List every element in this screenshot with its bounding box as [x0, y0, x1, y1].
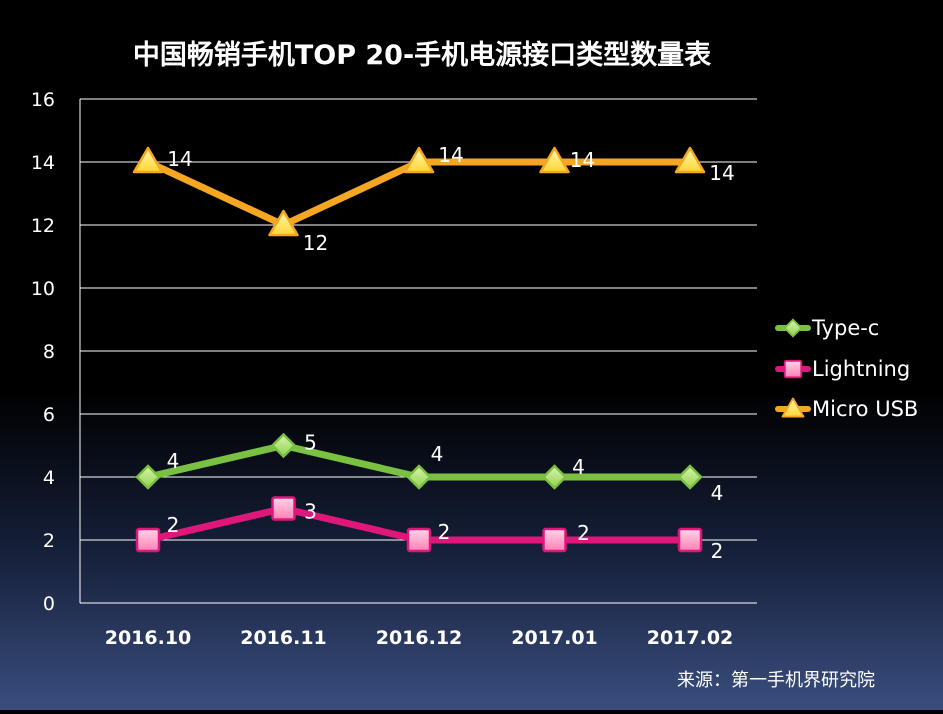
data-label: 2 — [577, 521, 590, 545]
data-point-micro-usb — [674, 146, 706, 174]
data-label: 14 — [167, 147, 192, 171]
data-point-micro-usb — [268, 209, 299, 237]
data-label: 4 — [431, 442, 444, 466]
y-tick-label: 4 — [43, 467, 55, 489]
series-layer — [132, 146, 706, 553]
y-tick-label: 14 — [31, 152, 55, 174]
data-label: 2 — [711, 539, 724, 563]
data-label: 14 — [709, 161, 734, 185]
legend-marker — [781, 397, 805, 418]
x-tick-label: 2017.01 — [511, 627, 598, 649]
data-label: 2 — [438, 520, 451, 544]
chart-title: 中国畅销手机TOP 20-手机电源接口类型数量表 — [133, 40, 711, 71]
legend-marker — [783, 359, 803, 379]
legend-marker — [783, 318, 803, 338]
y-tick-label: 16 — [31, 89, 55, 111]
data-point-lightning — [271, 496, 296, 521]
y-tick-label: 10 — [31, 278, 55, 300]
gridlines — [80, 98, 757, 541]
data-point-type-c — [135, 464, 161, 490]
source-note: 来源：第一手机界研究院 — [677, 670, 875, 691]
legend-label: Micro USB — [812, 397, 918, 421]
data-point-lightning — [406, 527, 432, 553]
data-label: 3 — [304, 500, 317, 524]
data-label: 5 — [304, 431, 317, 455]
data-label: 14 — [438, 143, 463, 167]
data-label: 4 — [167, 449, 180, 473]
data-point-lightning — [135, 527, 161, 553]
data-point-lightning — [542, 527, 567, 553]
data-point-micro-usb — [132, 146, 164, 174]
y-tick-label: 12 — [31, 215, 55, 237]
legend-label: Type-c — [811, 316, 879, 340]
data-labels: 14 12 14 14 14 2 3 2 2 2 4 5 4 4 4 — [167, 143, 735, 563]
data-point-type-c — [541, 464, 568, 490]
y-tick-label: 2 — [43, 530, 55, 552]
data-point-type-c — [406, 464, 432, 490]
data-label: 4 — [572, 455, 585, 479]
x-tick-label: 2017.02 — [647, 627, 734, 649]
x-tick-label: 2016.12 — [376, 627, 463, 649]
y-tick-label: 0 — [43, 593, 55, 615]
legend: Type-c Lightning Micro USB — [775, 316, 918, 421]
data-point-type-c — [270, 432, 297, 459]
y-tick-label: 6 — [43, 404, 55, 426]
data-point-type-c — [677, 464, 703, 490]
data-point-micro-usb — [539, 146, 570, 174]
data-label: 4 — [711, 481, 724, 505]
x-tick-label: 2016.10 — [105, 627, 192, 649]
data-label: 2 — [167, 513, 180, 537]
data-point-lightning — [677, 527, 703, 553]
x-tick-label: 2016.11 — [240, 627, 327, 649]
data-label: 12 — [303, 231, 328, 255]
axes: 0 2 4 6 8 10 12 14 16 2016.10 2016.11 2016.12 2017.0… — [31, 89, 757, 649]
y-tick-label: 8 — [43, 341, 55, 363]
legend-label: Lightning — [812, 357, 910, 381]
data-point-micro-usb — [403, 146, 435, 174]
data-label: 14 — [570, 148, 595, 172]
